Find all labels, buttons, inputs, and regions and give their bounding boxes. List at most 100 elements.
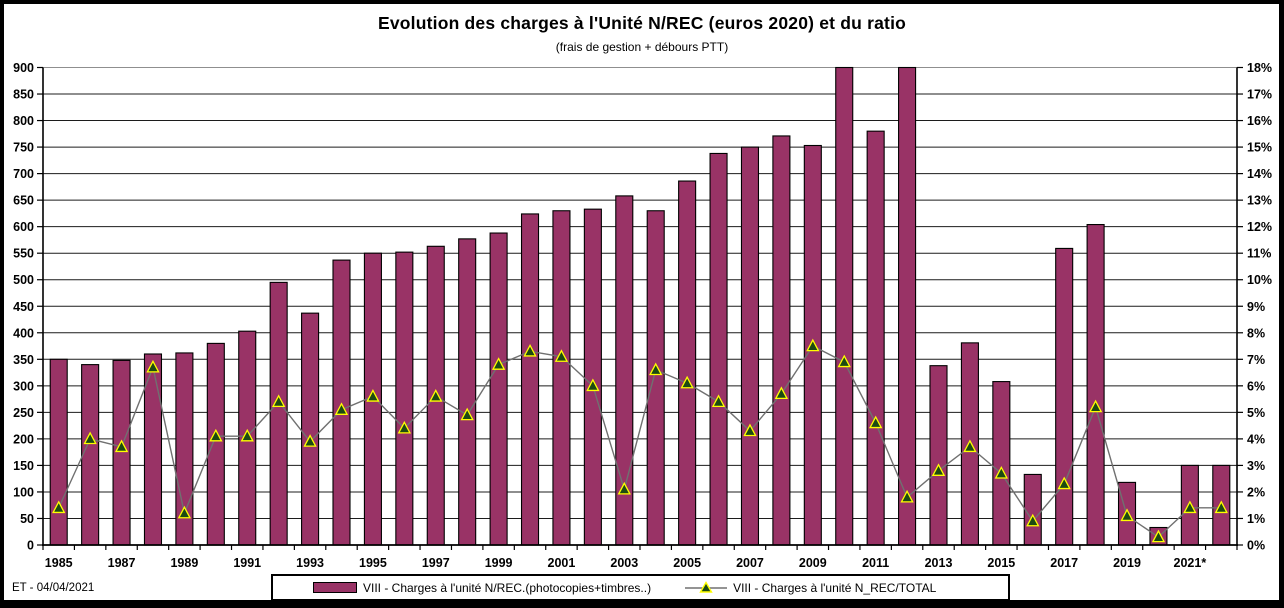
ratio-marker-2008: [774, 386, 789, 400]
bar-2005: [678, 180, 697, 546]
left-axis-tick-label: 700: [13, 167, 34, 181]
bar-2015: [992, 381, 1011, 546]
ratio-marker-2012: [900, 489, 914, 503]
legend-bar-swatch-icon: [313, 582, 357, 593]
x-axis-tick-label: 2005: [673, 556, 701, 570]
ratio-marker-2006: [711, 394, 726, 407]
right-axis-tick-label: 2%: [1247, 485, 1265, 499]
x-axis-tick-label: 2009: [799, 556, 827, 570]
bar-2012: [898, 66, 917, 546]
ratio-marker-2022: [1214, 500, 1228, 514]
ratio-marker-1990: [209, 428, 223, 442]
ratio-marker-2014: [963, 439, 977, 453]
ratio-marker-2010: [837, 354, 851, 368]
bar-2011: [866, 130, 885, 546]
ratio-marker-2009: [806, 338, 820, 352]
ratio-marker-1994: [334, 402, 349, 415]
left-axis-tick-label: 600: [13, 220, 34, 234]
right-axis-tick-label: 17%: [1247, 88, 1272, 102]
x-axis-tick-label: 2019: [1113, 556, 1141, 570]
x-axis-tick-label: 1995: [359, 556, 387, 570]
ratio-marker-1995: [366, 389, 380, 402]
bar-2002: [583, 208, 602, 546]
right-axis-tick-label: 16%: [1247, 114, 1272, 128]
right-axis-tick-label: 1%: [1247, 512, 1265, 526]
x-axis-tick-label: 2015: [987, 556, 1015, 570]
right-axis-tick-label: 12%: [1247, 220, 1272, 234]
right-axis-tick-label: 15%: [1247, 141, 1272, 155]
x-axis-tick-label: 1999: [485, 556, 513, 570]
bar-2010: [835, 66, 854, 546]
bar-2001: [552, 210, 571, 546]
bar-1986: [81, 364, 100, 546]
ratio-marker-1992: [271, 394, 286, 407]
right-axis-tick-label: 18%: [1247, 61, 1272, 75]
right-axis-tick-label: 4%: [1247, 432, 1265, 446]
left-axis-tick-label: 850: [13, 88, 34, 102]
ratio-marker-2016: [1026, 513, 1040, 527]
ratio-marker-1997: [429, 389, 443, 402]
bar-2006: [709, 152, 728, 546]
ratio-marker-2015: [994, 465, 1009, 479]
bar-1996: [395, 251, 414, 546]
x-axis-tick-label: 1987: [108, 556, 136, 570]
left-axis-tick-label: 500: [13, 273, 34, 287]
ratio-marker-2000: [523, 343, 537, 357]
x-axis-tick-label: 1991: [233, 556, 261, 570]
x-axis-tick-label: 1985: [45, 556, 73, 570]
ratio-marker-1989: [177, 505, 192, 519]
right-axis-tick-label: 6%: [1247, 379, 1265, 393]
ratio-marker-2002: [586, 378, 600, 392]
left-axis-tick-label: 400: [13, 326, 34, 340]
left-axis-tick-label: 350: [13, 353, 34, 367]
frame-border-bottom: [0, 600, 1284, 608]
bar-1990: [206, 342, 225, 546]
legend: VIII - Charges à l'unité N/REC.(photocop…: [271, 574, 1010, 601]
ratio-marker-2004: [649, 362, 663, 376]
ratio-marker-1988: [146, 359, 160, 373]
legend-line-marker-icon: [685, 581, 728, 593]
x-axis-tick-label: 2007: [736, 556, 764, 570]
right-axis-tick-label: 0%: [1247, 539, 1265, 553]
chart-title: Evolution des charges à l'Unité N/REC (e…: [377, 13, 907, 33]
x-axis-tick-label: 2001: [548, 556, 576, 570]
left-axis-tick-label: 750: [13, 141, 34, 155]
right-axis-tick-label: 7%: [1247, 353, 1265, 367]
right-axis-tick-label: 8%: [1247, 326, 1265, 340]
legend-bar-label: VIII - Charges à l'unité N/REC.(photocop…: [363, 580, 652, 595]
x-axis-tick-label: 2013: [925, 556, 953, 570]
x-axis-tick-label: 2017: [1050, 556, 1078, 570]
chart-subtitle: (frais de gestion + débours PTT): [555, 40, 729, 54]
ratio-marker-1999: [491, 357, 506, 370]
legend-line-label: VIII - Charges à l'unité N_REC/TOTAL: [733, 580, 937, 595]
frame-border-top: [0, 0, 1284, 4]
ratio-marker-2021: [1183, 500, 1197, 514]
x-axis-tick-label: 2003: [610, 556, 638, 570]
left-axis-tick-label: 250: [13, 406, 34, 420]
bar-1998: [458, 238, 477, 546]
ratio-marker-2019: [1120, 508, 1134, 522]
left-axis-tick-label: 150: [13, 459, 34, 473]
ratio-marker-2003: [617, 481, 631, 495]
right-axis-tick-label: 9%: [1247, 300, 1265, 314]
x-axis-tick-label: 1993: [296, 556, 324, 570]
right-axis-tick-label: 11%: [1247, 247, 1271, 261]
frame-border-right: [1279, 0, 1284, 608]
ratio-line: [58, 345, 1222, 538]
x-axis-tick-label: 2021*: [1174, 556, 1207, 570]
footer-note: ET - 04/04/2021: [12, 582, 95, 594]
bar-2018: [1086, 223, 1105, 546]
bar-2000: [520, 213, 540, 546]
bar-1987: [112, 359, 131, 546]
ratio-marker-1986: [83, 431, 97, 445]
x-axis-tick-label: 2011: [862, 556, 889, 570]
right-axis-tick-label: 14%: [1247, 167, 1272, 181]
ratio-marker-1996: [397, 420, 412, 434]
left-axis-tick-label: 900: [13, 61, 34, 75]
left-axis-tick-label: 550: [13, 247, 34, 261]
bar-2008: [772, 135, 791, 546]
right-axis-tick-label: 3%: [1247, 459, 1265, 473]
bar-1985: [49, 358, 68, 546]
